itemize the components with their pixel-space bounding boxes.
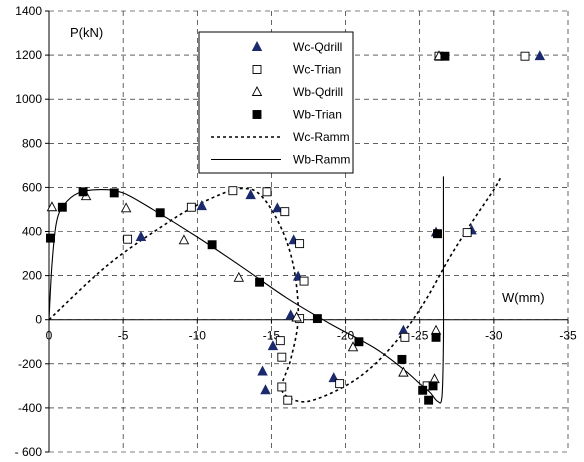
data-point-wc-trian: [295, 239, 305, 249]
x-tick-label: 0: [46, 329, 53, 343]
axes: [45, 10, 569, 453]
data-point-wc-trian: [400, 332, 410, 342]
legend-label-wb-ramm: Wb-Ramm: [293, 153, 350, 167]
data-point-wc-qdrill: [534, 50, 546, 61]
data-point-wb-qdrill: [347, 341, 359, 352]
data-point-wc-trian: [283, 395, 293, 405]
legend-swatch-wc-qdrill: [251, 41, 263, 51]
data-point-wc-trian: [280, 207, 290, 217]
data-point-wb-trian: [78, 187, 88, 197]
y-tick-label: 800: [22, 136, 42, 150]
legend-box: [198, 31, 354, 174]
data-point-wc-qdrill: [245, 189, 256, 200]
data-point-wb-trian: [424, 395, 434, 405]
x-tick-label: -30: [485, 329, 503, 343]
legend-label-wc-ramm: Wc-Ramm: [293, 130, 350, 144]
legend-label-wc-trian: Wc-Trian: [293, 63, 341, 77]
data-point-wc-qdrill: [135, 231, 147, 241]
data-point-wb-qdrill: [46, 201, 58, 212]
x-tick-label: -5: [118, 329, 129, 343]
x-tick-label: -25: [411, 329, 429, 343]
legend-label-wb-qdrill: Wb-Qdrill: [293, 85, 343, 99]
data-point-wb-trian: [312, 314, 322, 324]
y-tick-label: - 600: [15, 445, 43, 459]
data-point-wc-qdrill: [260, 384, 271, 395]
y-tick-label: 0: [35, 313, 42, 327]
data-point-wc-qdrill: [272, 202, 283, 213]
data-point-wb-trian: [109, 188, 119, 198]
data-point-wb-trian: [433, 229, 442, 239]
legend-label-wc-qdrill: Wc-Qdrill: [293, 40, 342, 54]
legend-swatch-wb-trian: [252, 110, 262, 119]
data-point-wb-qdrill: [398, 366, 409, 377]
data-point-wb-trian: [354, 337, 364, 347]
series-line-wc-ramm: [49, 175, 502, 403]
data-point-wc-trian: [275, 336, 285, 346]
data-point-wc-qdrill: [196, 200, 207, 211]
y-tick-label: 1000: [15, 92, 42, 106]
data-point-wc-trian: [228, 186, 238, 196]
data-point-wc-trian: [462, 228, 472, 238]
data-point-wc-trian: [186, 202, 196, 212]
legend-swatch-wc-trian: [252, 65, 262, 74]
legend-swatch-wb-qdrill: [251, 86, 263, 96]
y-axis-label: P(kN): [70, 25, 103, 40]
y-tick-label: 600: [22, 180, 42, 194]
data-point-wb-trian: [397, 354, 407, 364]
data-point-wb-trian: [418, 385, 428, 395]
y-tick-label: 200: [22, 269, 42, 283]
x-tick-label: -35: [559, 329, 577, 343]
legend: Wc-Qdrill Wc-Trian Wb-Qdrill Wb-Trian Wc-Ram…: [198, 31, 354, 174]
y-tick-label: -200: [18, 357, 42, 371]
series-line-wb-ramm: [49, 176, 445, 404]
data-point-wc-trian: [335, 379, 345, 389]
y-tick-label: 400: [22, 225, 42, 239]
y-tick-label: 1200: [15, 48, 42, 62]
data-point-wc-qdrill: [257, 365, 268, 376]
data-point-wc-trian: [123, 234, 133, 244]
data-point-wc-trian: [520, 51, 530, 61]
legend-label-wb-trian: Wb-Trian: [293, 108, 342, 122]
data-point-wb-qdrill: [291, 311, 302, 322]
tick-labels: - 600 -400 -200 0 200 400 600 800 1000 1200 1400 0 -…: [15, 4, 577, 459]
data-point-wc-qdrill: [285, 309, 296, 320]
data-point-wb-trian: [155, 208, 165, 218]
data-point-wb-trian: [57, 202, 67, 212]
data-point-wb-qdrill: [178, 234, 190, 245]
data-point-wb-qdrill: [120, 202, 132, 213]
data-point-wc-trian: [277, 352, 287, 362]
x-tick-label: -10: [189, 329, 207, 343]
y-tick-label: 1400: [15, 4, 42, 18]
data-point-wb-trian: [46, 233, 55, 243]
data-point-wb-trian: [440, 51, 450, 61]
data-point-wb-qdrill: [233, 271, 245, 282]
x-tick-label: -20: [337, 329, 355, 343]
data-point-wc-trian: [277, 382, 287, 392]
data-point-wb-trian: [255, 277, 265, 287]
series-markers: [46, 50, 546, 405]
data-point-wc-trian: [299, 276, 309, 286]
data-point-wc-qdrill: [267, 340, 279, 351]
x-axis-label: W(mm): [502, 290, 545, 305]
data-point-wc-trian: [262, 187, 272, 197]
data-point-wb-trian: [431, 332, 441, 342]
data-point-wb-trian: [428, 381, 438, 391]
data-point-wb-trian: [207, 240, 217, 250]
y-tick-label: -400: [18, 401, 42, 415]
